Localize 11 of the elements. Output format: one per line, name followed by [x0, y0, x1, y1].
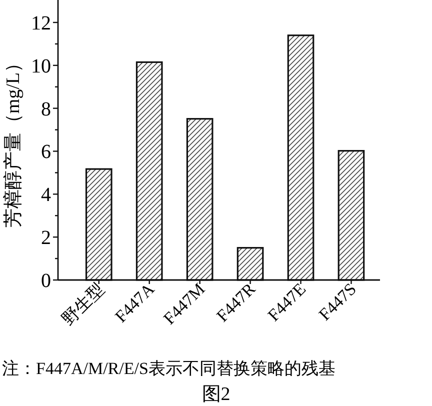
x-tick-label: 野生型 — [58, 279, 108, 329]
y-tick-label: 4 — [41, 184, 51, 206]
y-tick-label: 2 — [41, 227, 51, 250]
y-tick-label: 10 — [31, 55, 51, 78]
y-tick-label: 0 — [41, 270, 51, 292]
y-tick-label: 6 — [41, 141, 51, 164]
y-tick-label: 8 — [41, 98, 51, 120]
caption: 图2 — [202, 384, 230, 405]
y-tick-label: 12 — [31, 12, 51, 34]
y-axis-title: 芳樟醇产量（mg/L） — [2, 53, 24, 228]
text: 注：F447A/M/R/E/S表示不同替换策略的残基 — [2, 359, 336, 378]
